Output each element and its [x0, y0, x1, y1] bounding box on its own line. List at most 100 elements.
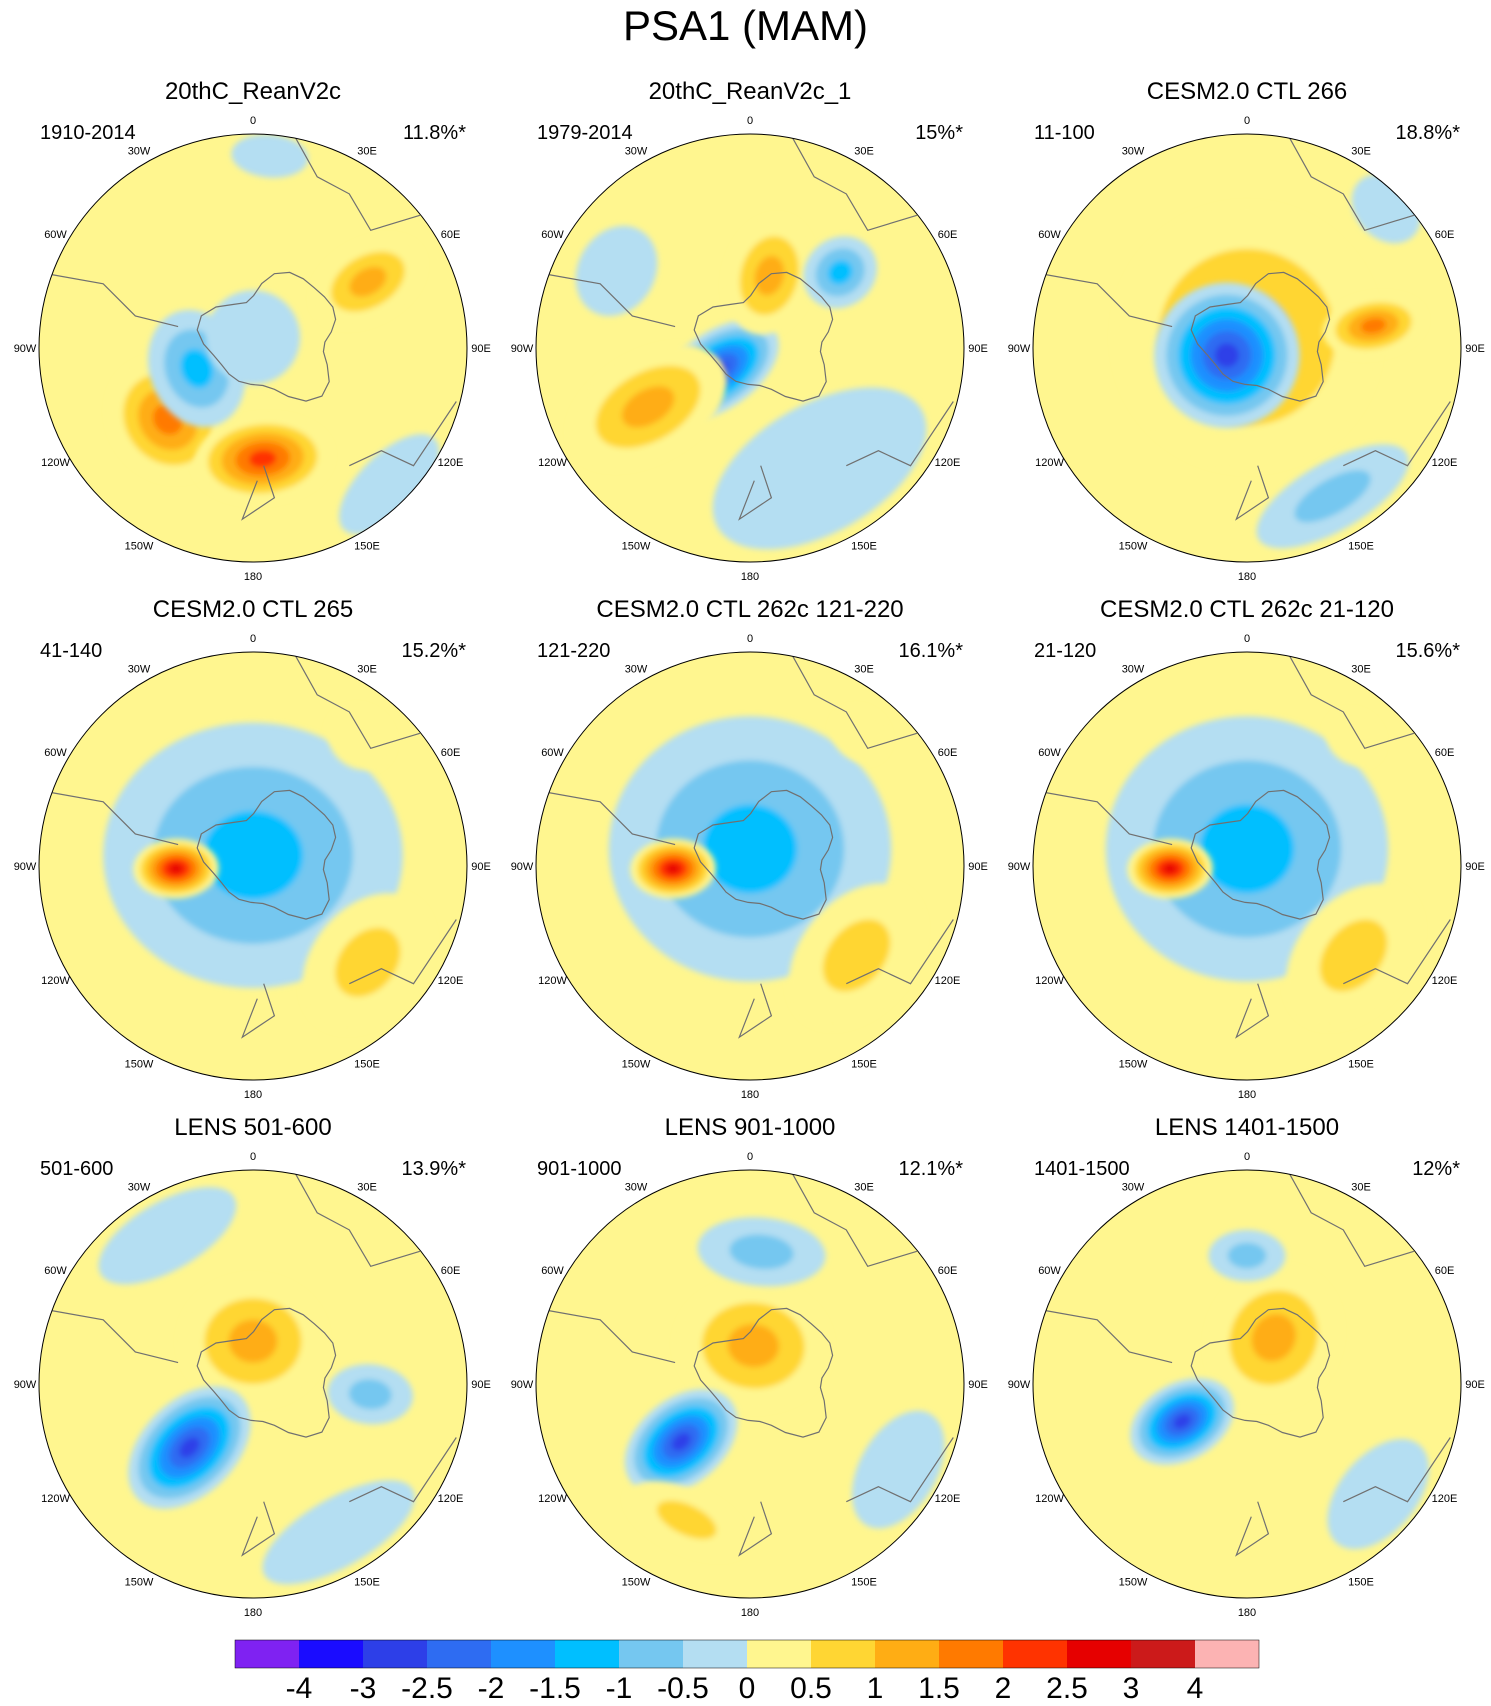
- longitude-label: 120W: [1035, 975, 1064, 987]
- positive-anomaly: [180, 1277, 326, 1406]
- longitude-label: 150W: [1119, 541, 1148, 553]
- colorbar-tick-label: 2.5: [1046, 1672, 1088, 1705]
- longitude-label: 30E: [1351, 146, 1371, 158]
- longitude-label: 90W: [511, 861, 534, 873]
- polar-map: 0 30E 60E 90E 120E 150E 180 150W 120W 90W 60W 30W: [1008, 633, 1485, 1101]
- longitude-label: 150W: [622, 541, 651, 553]
- coastline: [738, 465, 773, 521]
- map-panel: 0 30E 60E 90E 120E 150E 180 150W 120W 90W 60W 30W CE…: [14, 596, 500, 1101]
- longitude-label: 60W: [1038, 1265, 1061, 1277]
- polar-map: 0 30E 60E 90E 120E 150E 180 150W 120W 90W 60W 30W: [511, 115, 988, 583]
- contour-level: [727, 1324, 780, 1368]
- longitude-label: 150W: [622, 1577, 651, 1589]
- coastline: [846, 919, 954, 985]
- longitude-label: 60W: [541, 1265, 564, 1277]
- negative-anomaly: [697, 1217, 826, 1287]
- polar-map: 0 30E 60E 90E 120E 150E 180 150W 120W 90W 60W 30W: [14, 1151, 491, 1619]
- panel-title: 20thC_ReanV2c_1: [648, 78, 852, 105]
- colorbar-swatch: [427, 1640, 491, 1668]
- panel-title: CESM2.0 CTL 262c 21-120: [1100, 596, 1394, 623]
- panel-period: 1910-2014: [40, 122, 136, 144]
- longitude-label: 150E: [354, 1577, 380, 1589]
- longitude-label: 30E: [357, 1182, 377, 1194]
- panel-title: 20thC_ReanV2c: [164, 78, 342, 105]
- longitude-label: 0: [250, 115, 256, 127]
- longitude-label: 30W: [625, 146, 648, 158]
- colorbar-swatch: [299, 1640, 363, 1668]
- panel-variance: 15%*: [915, 122, 963, 144]
- longitude-label: 90W: [1008, 861, 1031, 873]
- map-panel: 0 30E 60E 90E 120E 150E 180 150W 120W 90W 60W 30W LE…: [511, 1114, 997, 1619]
- longitude-label: 120E: [935, 1493, 961, 1505]
- longitude-label: 30W: [128, 1182, 151, 1194]
- longitude-label: 30W: [625, 664, 648, 676]
- longitude-label: 30E: [357, 146, 377, 158]
- contour-level: [1319, 919, 1388, 992]
- longitude-label: 150W: [125, 541, 154, 553]
- longitude-label: 150E: [354, 1059, 380, 1071]
- contour-level: [1360, 317, 1387, 334]
- coastline: [792, 1174, 918, 1268]
- coastline: [1343, 1437, 1451, 1503]
- longitude-label: 0: [1244, 633, 1250, 645]
- longitude-label: 90E: [968, 861, 988, 873]
- coastline: [792, 138, 918, 232]
- panel-title: LENS 901-1000: [664, 1114, 836, 1141]
- longitude-label: 60W: [44, 229, 67, 241]
- panel-title: CESM2.0 CTL 262c 121-220: [596, 596, 904, 623]
- longitude-label: 150W: [622, 1059, 651, 1071]
- coastline: [1343, 401, 1451, 467]
- contour-level: [671, 1432, 691, 1451]
- longitude-label: 150E: [1348, 1577, 1374, 1589]
- longitude-label: 60E: [441, 747, 461, 759]
- negative-anomaly: [575, 225, 658, 317]
- coastline: [43, 1308, 179, 1364]
- contour-level: [729, 1234, 794, 1270]
- coastline: [846, 1437, 954, 1503]
- longitude-label: 30W: [128, 146, 151, 158]
- longitude-label: 180: [244, 1607, 262, 1619]
- negative-anomaly: [327, 1364, 413, 1425]
- coastline: [1235, 1501, 1270, 1557]
- longitude-label: 60E: [938, 1265, 958, 1277]
- longitude-label: 30W: [1122, 146, 1145, 158]
- longitude-label: 120E: [935, 975, 961, 987]
- longitude-label: 150E: [851, 1577, 877, 1589]
- contour-level: [1294, 470, 1371, 523]
- longitude-label: 30W: [1122, 664, 1145, 676]
- negative-anomaly: [205, 290, 301, 385]
- panel-title: CESM2.0 CTL 265: [152, 596, 354, 623]
- longitude-label: 90W: [511, 343, 534, 355]
- longitude-label: 150E: [354, 541, 380, 553]
- panel-title: LENS 501-600: [174, 1114, 332, 1141]
- longitude-label: 30E: [854, 1182, 874, 1194]
- contour-level: [702, 804, 798, 894]
- colorbar-tick-label: 0: [738, 1672, 756, 1705]
- longitude-label: 120W: [41, 1493, 70, 1505]
- longitude-label: 0: [747, 1151, 753, 1163]
- longitude-label: 150E: [851, 541, 877, 553]
- panel-period: 1979-2014: [537, 122, 633, 144]
- longitude-label: 120E: [1432, 1493, 1458, 1505]
- negative-anomaly: [128, 1386, 251, 1509]
- longitude-label: 120E: [438, 975, 464, 987]
- longitude-label: 120W: [1035, 457, 1064, 469]
- colorbar-swatch: [363, 1640, 427, 1668]
- longitude-label: 150E: [851, 1059, 877, 1071]
- panel-variance: 12%*: [1412, 1158, 1460, 1180]
- positive-anomaly: [312, 236, 424, 327]
- coastline: [540, 1308, 676, 1364]
- polar-map: 0 30E 60E 90E 120E 150E 180 150W 120W 90W 60W 30W: [511, 633, 988, 1101]
- map-border: [535, 133, 965, 563]
- map-panel: 0 30E 60E 90E 120E 150E 180 150W 120W 90W 60W 30W 20…: [511, 78, 997, 583]
- colorbar-tick-label: 1: [866, 1672, 884, 1705]
- longitude-label: 90W: [511, 1379, 534, 1391]
- antarctica-coastline: [196, 1307, 337, 1438]
- colorbar-swatch: [1067, 1640, 1131, 1668]
- negative-anomaly: [1154, 282, 1300, 429]
- longitude-label: 120E: [438, 457, 464, 469]
- colorbar-swatch: [747, 1640, 811, 1668]
- colorbar-tick-label: -2.5: [401, 1672, 453, 1705]
- contour-level: [1199, 804, 1295, 894]
- coastline: [295, 138, 421, 232]
